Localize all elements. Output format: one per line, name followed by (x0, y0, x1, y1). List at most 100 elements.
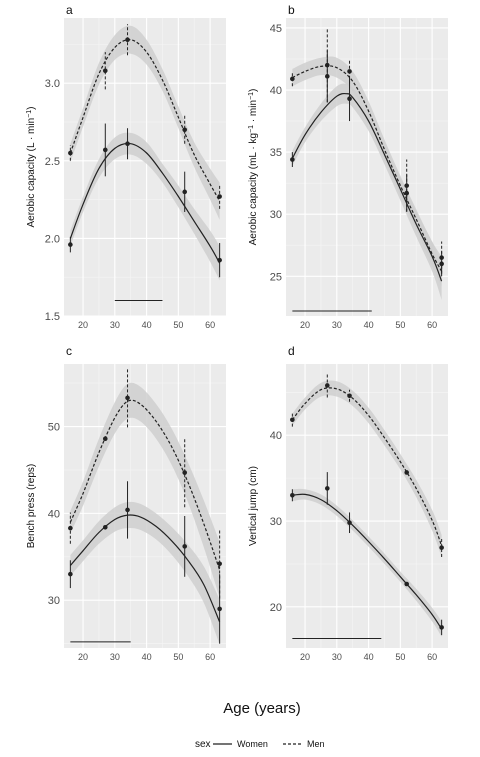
data-point-men (217, 561, 222, 567)
x-tick-label: 30 (110, 652, 120, 662)
y-tick-label: 45 (270, 23, 282, 35)
data-point-men (347, 393, 352, 399)
x-tick-label: 20 (78, 652, 88, 662)
x-tick-label: 40 (364, 652, 374, 662)
y-tick-label: 2.5 (45, 156, 60, 168)
data-point-women (290, 492, 295, 498)
data-point-men (102, 68, 108, 74)
x-tick-label: 20 (78, 320, 88, 330)
data-point-women (182, 189, 188, 195)
data-point-men (347, 69, 352, 74)
x-tick-label: 40 (142, 652, 152, 662)
data-point-women (347, 520, 352, 526)
x-tick-label: 20 (300, 652, 310, 662)
y-tick-label: 40 (270, 430, 282, 442)
y-tick-label: 30 (270, 209, 282, 221)
data-point-women (217, 606, 222, 612)
confidence-band-men (70, 382, 220, 598)
fit-line-men (292, 65, 443, 272)
x-tick-label: 60 (205, 652, 215, 662)
y-axis-label: Vertical jump (cm) (248, 466, 259, 546)
data-point-women (404, 581, 410, 587)
data-point-men (68, 525, 73, 531)
data-point-women (68, 571, 73, 577)
x-tick-label: 60 (427, 652, 437, 662)
fit-line-women (291, 92, 443, 282)
data-point-men (290, 417, 295, 423)
data-point-men (125, 395, 130, 401)
legend-label-women: Women (237, 739, 268, 749)
data-point-men (102, 436, 108, 441)
data-point-women (324, 486, 330, 491)
legend-title: sex (195, 739, 211, 750)
data-point-men (439, 255, 444, 260)
data-point-women (439, 261, 444, 267)
panel-c: 20 30 40 50 60 30 40 50 c Bench press (reps) (26, 344, 226, 662)
data-point-women (68, 242, 73, 247)
data-point-women (102, 524, 108, 530)
x-tick-label: 40 (142, 320, 152, 330)
data-point-men (125, 37, 130, 43)
y-tick-label: 35 (270, 147, 282, 159)
data-point-women (125, 507, 130, 513)
fit-line-women (69, 514, 221, 623)
data-point-men (439, 545, 444, 550)
y-axis-label: Aerobic capacity (mL · kg−1 · min−1) (248, 89, 260, 246)
y-tick-label: 40 (48, 508, 60, 520)
data-point-men (290, 76, 295, 82)
data-point-women (125, 141, 130, 147)
y-tick-label: 1.5 (45, 311, 60, 323)
data-point-women (347, 96, 352, 102)
confidence-band-women (292, 83, 442, 300)
data-point-men (182, 470, 188, 475)
data-point-men (324, 383, 330, 388)
confidence-band-women (70, 132, 220, 281)
panel-tag: b (288, 3, 295, 17)
x-tick-label: 50 (173, 652, 183, 662)
panel-tag: d (288, 344, 295, 358)
data-point-men (404, 470, 410, 475)
panel-b: 20 30 40 50 60 25 30 35 40 45 b Aerobic capacity (m… (248, 3, 448, 330)
legend: sex Women Men (195, 739, 325, 750)
data-point-men (68, 150, 73, 156)
x-tick-label: 60 (205, 320, 215, 330)
data-point-men (324, 62, 330, 68)
x-tick-label: 30 (332, 320, 342, 330)
x-tick-label: 60 (427, 320, 437, 330)
x-tick-label: 30 (332, 652, 342, 662)
x-tick-label: 50 (395, 320, 405, 330)
data-point-women (102, 147, 108, 153)
fit-line-men (291, 387, 443, 547)
y-tick-label: 40 (270, 85, 282, 97)
confidence-band-men (292, 56, 442, 287)
fit-line-women (69, 142, 221, 264)
y-tick-label: 50 (48, 422, 60, 434)
data-point-women (217, 257, 222, 263)
panel-d: 20 30 40 50 60 20 30 40 d Vertical jump (cm) (248, 344, 448, 662)
fit-line-women (292, 493, 443, 630)
fit-line-men (69, 39, 221, 202)
panel-a: 20 30 40 50 60 1.5 2.0 2.5 3.0 a Aerobic capacity … (26, 3, 226, 330)
y-tick-label: 20 (270, 602, 282, 614)
x-tick-label: 20 (300, 320, 310, 330)
x-tick-label: 50 (395, 652, 405, 662)
confidence-band-women (70, 501, 220, 645)
data-point-men (404, 183, 410, 188)
x-tick-label: 30 (110, 320, 120, 330)
y-tick-label: 25 (270, 271, 282, 283)
confidence-band-men (292, 380, 442, 558)
y-axis-label: Bench press (reps) (26, 464, 37, 548)
x-tick-label: 40 (364, 320, 374, 330)
x-axis-label: Age (years) (223, 700, 301, 717)
data-point-women (182, 544, 188, 549)
data-point-women (439, 625, 444, 630)
data-point-women (290, 157, 295, 162)
y-tick-label: 30 (48, 595, 60, 607)
fit-line-men (69, 399, 221, 570)
y-axis-label: Aerobic capacity (L · min−1) (26, 107, 38, 228)
data-point-men (182, 127, 188, 133)
y-tick-label: 30 (270, 516, 282, 528)
y-tick-label: 3.0 (45, 78, 60, 90)
